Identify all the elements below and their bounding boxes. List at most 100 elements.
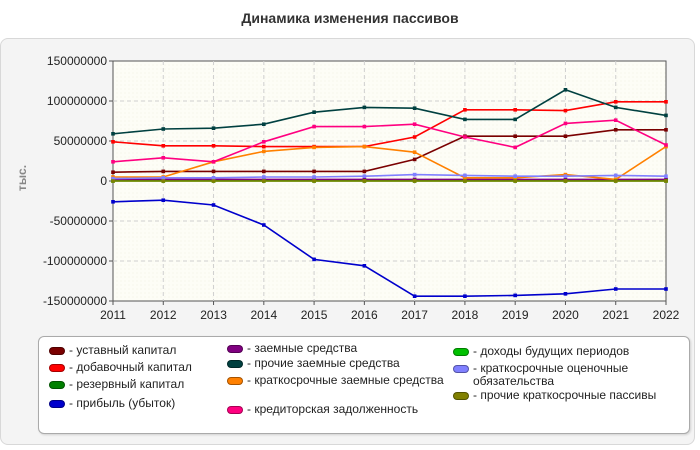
legend-label: - уставный капитал bbox=[69, 343, 177, 357]
data-point bbox=[161, 176, 166, 180]
series-group bbox=[111, 88, 668, 298]
x-tick-label: 2020 bbox=[552, 308, 579, 322]
data-point bbox=[161, 156, 166, 160]
data-point bbox=[312, 175, 316, 179]
data-point bbox=[463, 173, 467, 178]
data-point bbox=[613, 179, 618, 183]
legend-swatch bbox=[49, 364, 65, 372]
legend-swatch bbox=[453, 392, 469, 400]
data-point bbox=[161, 127, 166, 131]
data-point bbox=[312, 110, 316, 114]
data-point bbox=[513, 134, 517, 138]
data-point bbox=[563, 179, 568, 183]
legend-label: - добавочный капитал bbox=[69, 360, 192, 374]
data-point bbox=[463, 179, 467, 183]
data-point bbox=[161, 144, 166, 148]
data-point bbox=[412, 294, 417, 298]
data-point bbox=[262, 149, 266, 154]
data-point bbox=[111, 179, 115, 183]
legend-label: - кредиторская задолженность bbox=[247, 402, 419, 416]
data-point bbox=[613, 105, 618, 110]
data-point bbox=[563, 292, 568, 296]
data-point bbox=[463, 135, 467, 139]
y-tick-label: -150000000 bbox=[43, 294, 107, 308]
legend-item: - прочие заемные средства bbox=[227, 357, 447, 370]
data-point bbox=[613, 118, 618, 122]
legend-label: - прибыль (убыток) bbox=[69, 396, 176, 410]
data-point bbox=[362, 144, 367, 149]
data-point bbox=[563, 108, 568, 113]
data-point bbox=[312, 257, 316, 262]
x-tick-label: 2019 bbox=[502, 308, 529, 322]
data-point bbox=[111, 176, 115, 181]
data-point bbox=[463, 117, 467, 122]
data-point bbox=[312, 145, 316, 150]
x-axis: 2011 2012 2013 2014 2015 2016 2017 2018 2019 2020… bbox=[100, 301, 680, 322]
data-point bbox=[161, 169, 166, 174]
data-point bbox=[262, 175, 266, 179]
data-point bbox=[262, 144, 266, 149]
series-line bbox=[112, 119, 667, 163]
data-point bbox=[111, 200, 115, 204]
series-line bbox=[112, 88, 667, 135]
data-point bbox=[412, 106, 417, 110]
y-tick-label: 150000000 bbox=[47, 54, 107, 68]
legend-item: - доходы будущих периодов bbox=[453, 345, 683, 358]
data-point bbox=[211, 126, 216, 130]
legend-item: - кредиторская задолженность bbox=[227, 403, 447, 416]
data-point bbox=[513, 108, 517, 112]
legend-item: - краткосрочные оценочные обязательства bbox=[453, 362, 683, 388]
legend-item: - заемные средства bbox=[227, 342, 447, 355]
legend-swatch bbox=[49, 347, 65, 355]
data-point bbox=[412, 157, 417, 162]
data-point bbox=[613, 173, 618, 178]
data-point bbox=[362, 124, 367, 129]
data-point bbox=[211, 176, 216, 180]
x-tick-label: 2022 bbox=[653, 308, 680, 322]
data-point bbox=[111, 132, 115, 136]
legend-item: - прибыль (убыток) bbox=[49, 397, 219, 410]
data-point bbox=[111, 140, 115, 144]
data-point bbox=[563, 121, 568, 126]
x-tick-label: 2014 bbox=[250, 308, 277, 322]
data-point bbox=[463, 108, 467, 112]
x-tick-label: 2015 bbox=[301, 308, 328, 322]
legend-item: - прочие краткосрочные пассивы bbox=[453, 389, 683, 402]
data-point bbox=[664, 179, 668, 183]
data-point bbox=[262, 122, 266, 126]
data-point bbox=[312, 179, 316, 183]
data-point bbox=[412, 122, 417, 126]
data-point bbox=[111, 160, 115, 164]
data-point bbox=[563, 134, 568, 138]
data-point bbox=[613, 128, 618, 132]
series-line bbox=[112, 173, 667, 180]
data-point bbox=[262, 140, 266, 144]
series-line bbox=[112, 199, 666, 298]
data-point bbox=[211, 179, 216, 183]
legend-swatch bbox=[49, 381, 65, 389]
data-point bbox=[463, 176, 467, 180]
legend-label: - резервный капитал bbox=[69, 377, 185, 391]
data-point bbox=[513, 179, 517, 183]
data-point bbox=[161, 198, 166, 202]
data-point bbox=[362, 264, 367, 268]
series-line bbox=[112, 129, 666, 173]
data-point bbox=[412, 172, 417, 177]
legend-swatch bbox=[227, 406, 243, 414]
legend-item: - добавочный капитал bbox=[49, 361, 219, 374]
y-tick-label: 0 bbox=[100, 174, 107, 188]
x-tick-label: 2016 bbox=[351, 308, 378, 322]
data-point bbox=[463, 294, 467, 298]
data-point bbox=[513, 293, 517, 298]
chart-title: Динамика изменения пассивов bbox=[241, 10, 459, 26]
legend-label: - краткосрочные оценочные обязательства bbox=[473, 361, 629, 388]
data-point bbox=[412, 135, 417, 139]
data-point bbox=[412, 179, 417, 183]
data-point bbox=[262, 179, 266, 183]
data-point bbox=[513, 174, 517, 178]
x-tick-label: 2011 bbox=[100, 308, 126, 322]
data-point bbox=[664, 100, 668, 104]
x-tick-label: 2018 bbox=[452, 308, 479, 322]
data-point bbox=[513, 145, 517, 150]
data-point bbox=[613, 287, 618, 291]
